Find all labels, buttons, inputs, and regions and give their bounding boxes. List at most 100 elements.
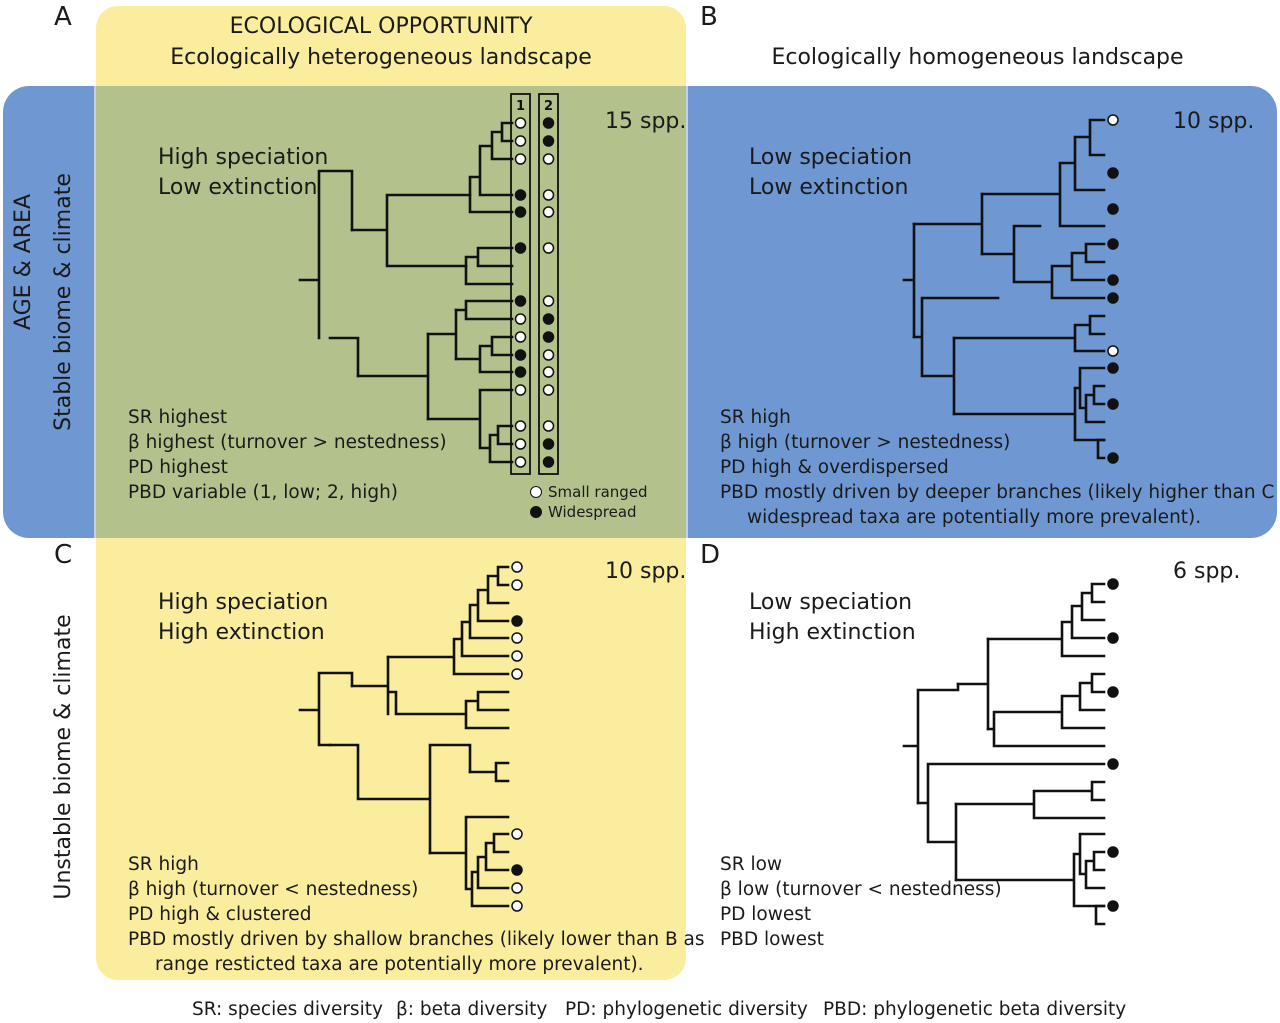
- tip-widespread: [1107, 758, 1119, 770]
- tip-small-ranged: [514, 331, 527, 343]
- column-2-label: 2: [544, 99, 553, 114]
- footer-beta: β: beta diversity: [396, 999, 548, 1020]
- tip-widespread: [542, 313, 555, 325]
- tip-small-ranged: [511, 561, 523, 573]
- stats-c: SR high β high (turnover < nestedness) P…: [128, 852, 705, 977]
- tip-widespread: [1107, 238, 1119, 250]
- tip-widespread: [542, 117, 555, 129]
- stat-beta: β high (turnover < nestedness): [128, 879, 419, 900]
- filled-circle-icon: [530, 506, 542, 518]
- tip-small-ranged: [542, 349, 555, 361]
- species-count-a: 15 spp.: [605, 109, 687, 134]
- species-count-b: 10 spp.: [1173, 109, 1255, 134]
- column-1-label: 1: [516, 99, 525, 114]
- tip-widespread: [1107, 900, 1119, 912]
- tip-small-ranged: [511, 668, 523, 680]
- tip-widespread: [542, 135, 555, 147]
- tip-widespread: [542, 331, 555, 343]
- heterogeneous-header: Ecologically heterogeneous landscape: [170, 45, 592, 70]
- stat-pd: PD high & overdispersed: [720, 457, 949, 478]
- legend: Small ranged Widespread: [530, 482, 648, 522]
- extinction-rate: Low extinction: [158, 175, 318, 200]
- eco-opportunity-title: ECOLOGICAL OPPORTUNITY: [229, 14, 533, 39]
- footer-sr: SR: species diversity: [192, 999, 383, 1020]
- tip-widespread: [514, 206, 527, 218]
- stat-pbd-cont: range resticted taxa are potentially mor…: [155, 954, 644, 975]
- stat-sr: SR low: [720, 854, 783, 875]
- tip-widespread: [514, 295, 527, 307]
- tip-widespread: [1107, 632, 1119, 644]
- extinction-rate: Low extinction: [749, 175, 909, 200]
- stat-pbd: PBD variable (1, low; 2, high): [128, 482, 399, 503]
- speciation-rate: Low speciation: [749, 590, 913, 615]
- tip-small-ranged: [542, 384, 555, 396]
- stat-sr: SR high: [720, 407, 791, 428]
- stat-beta: β highest (turnover > nestedness): [128, 432, 447, 453]
- stat-beta: β low (turnover < nestedness): [720, 879, 1002, 900]
- panel-letter-c: C: [54, 540, 73, 570]
- tip-small-ranged: [511, 632, 523, 644]
- column-2-frame: [538, 93, 559, 475]
- tip-small-ranged: [542, 295, 555, 307]
- tip-widespread: [1107, 203, 1119, 215]
- stat-pbd: PBD mostly driven by shallow branches (l…: [128, 929, 705, 950]
- species-count-c: 10 spp.: [605, 559, 687, 584]
- legend-widespread: Widespread: [530, 502, 648, 522]
- tip-small-ranged: [542, 366, 555, 378]
- speciation-rate: High speciation: [158, 145, 329, 170]
- tip-small-ranged: [511, 828, 523, 840]
- overlap-region: [96, 86, 686, 538]
- tip-small-ranged: [514, 456, 527, 468]
- tip-small-ranged: [542, 153, 555, 165]
- tip-small-ranged: [514, 313, 527, 325]
- process-label-b: Low speciation Low extinction: [749, 143, 912, 203]
- panel-letter-d: D: [700, 540, 721, 570]
- tip-widespread: [514, 189, 527, 201]
- tip-widespread: [1107, 167, 1119, 179]
- tip-small-ranged: [542, 420, 555, 432]
- process-label-a: High speciation Low extinction: [158, 143, 328, 203]
- tip-small-ranged: [1107, 114, 1119, 126]
- stat-sr: SR highest: [128, 407, 228, 428]
- tip-small-ranged: [514, 153, 527, 165]
- stat-pd: PD high & clustered: [128, 904, 312, 925]
- footer-pd: PD: phylogenetic diversity: [565, 999, 808, 1020]
- process-label-d: Low speciation High extinction: [749, 588, 916, 648]
- stats-d: SR low β low (turnover < nestedness) PD …: [720, 852, 1002, 952]
- tip-small-ranged: [514, 438, 527, 450]
- stat-pd: PD lowest: [720, 904, 812, 925]
- tip-small-ranged: [511, 900, 523, 912]
- stat-pbd: PBD mostly driven by deeper branches (li…: [720, 482, 1280, 503]
- panel-letter-a: A: [54, 2, 72, 32]
- tip-widespread: [1107, 292, 1119, 304]
- tip-small-ranged: [542, 206, 555, 218]
- speciation-rate: High speciation: [158, 590, 329, 615]
- extinction-rate: High extinction: [158, 620, 325, 645]
- tip-widespread: [1107, 578, 1119, 590]
- tip-small-ranged: [514, 135, 527, 147]
- tip-widespread: [514, 242, 527, 254]
- tip-small-ranged: [511, 579, 523, 591]
- tip-widespread: [511, 615, 523, 627]
- tip-widespread: [514, 366, 527, 378]
- extinction-rate: High extinction: [749, 620, 916, 645]
- stat-pbd: PBD lowest: [720, 929, 824, 950]
- stat-beta: β high (turnover > nestedness): [720, 432, 1011, 453]
- stats-b: SR high β high (turnover > nestedness) P…: [720, 405, 1280, 530]
- open-circle-icon: [530, 486, 542, 498]
- homogeneous-header: Ecologically homogeneous landscape: [771, 45, 1184, 70]
- tip-widespread: [1107, 274, 1119, 286]
- stat-pd: PD highest: [128, 457, 228, 478]
- process-label-c: High speciation High extinction: [158, 588, 328, 648]
- tip-small-ranged: [542, 242, 555, 254]
- stat-sr: SR high: [128, 854, 199, 875]
- stats-a: SR highest β highest (turnover > nestedn…: [128, 405, 447, 505]
- tip-small-ranged: [511, 882, 523, 894]
- tip-small-ranged: [1107, 345, 1119, 357]
- tip-small-ranged: [514, 384, 527, 396]
- tip-widespread: [542, 438, 555, 450]
